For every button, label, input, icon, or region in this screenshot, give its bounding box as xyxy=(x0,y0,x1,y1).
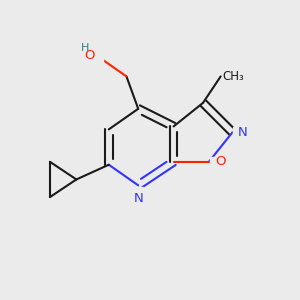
Text: N: N xyxy=(133,192,143,205)
Text: O: O xyxy=(215,155,225,168)
Bar xyxy=(210,157,220,167)
Text: H: H xyxy=(81,44,90,53)
Bar xyxy=(133,187,143,197)
Bar xyxy=(232,127,243,137)
Text: O: O xyxy=(84,49,94,62)
Bar xyxy=(85,50,103,62)
Text: CH₃: CH₃ xyxy=(222,70,244,83)
Text: N: N xyxy=(238,126,248,139)
